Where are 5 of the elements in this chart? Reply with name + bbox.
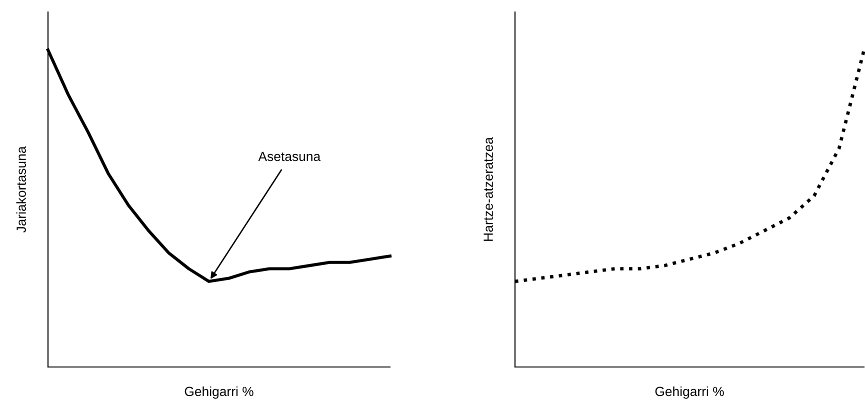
x-axis-title: Gehigarri % xyxy=(184,386,254,399)
y-axis-title: Jariakortasuna xyxy=(16,146,26,233)
annotation: Asetasuna xyxy=(258,152,321,162)
x-axis-title: Gehigarri % xyxy=(655,386,724,399)
y-axis-title: Hartze-atzeratzea xyxy=(484,137,493,241)
